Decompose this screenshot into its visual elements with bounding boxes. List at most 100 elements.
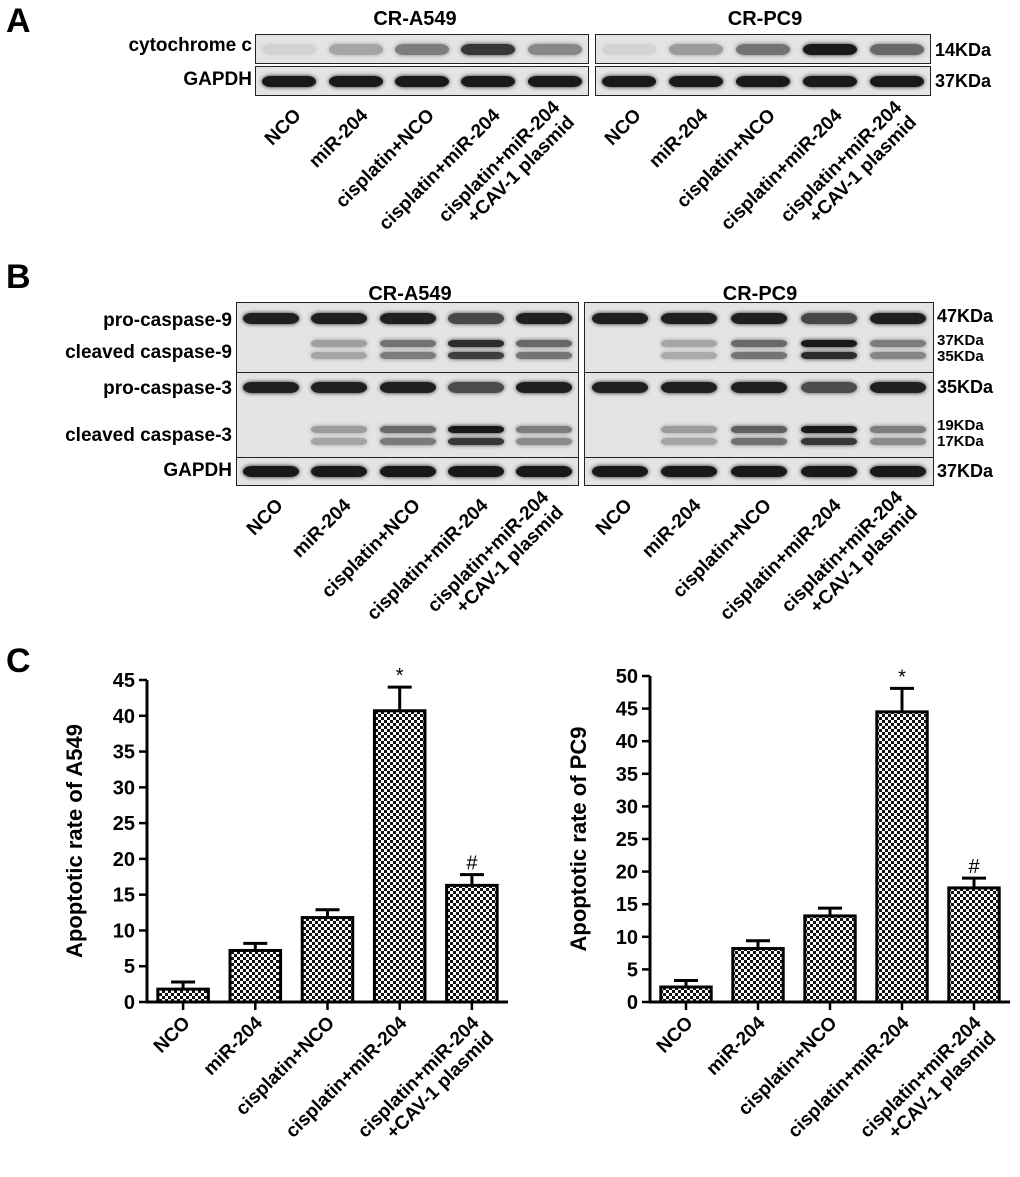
band-cleaved-caspase-9	[870, 351, 927, 359]
y-axis-title: Apoptotic rate of PC9	[566, 727, 591, 952]
significance-mark: #	[968, 856, 980, 878]
significance-mark: #	[466, 853, 478, 875]
band	[461, 43, 516, 55]
band-pro-caspase-9	[661, 312, 718, 324]
blot-a-gapdh-pc9	[595, 66, 931, 96]
band	[395, 43, 449, 55]
band-pro-caspase-3	[661, 381, 718, 393]
y-tick-label: 10	[113, 920, 135, 942]
panel-b-letter: B	[6, 258, 31, 296]
band-gapdh	[447, 465, 504, 477]
band-cleaved-caspase-3	[731, 437, 787, 445]
band-pro-caspase-3	[800, 381, 857, 393]
blot-a-cytochrome-c-pc9	[595, 34, 931, 64]
panel-b-row-label-gapdh: GAPDH	[163, 460, 232, 481]
panel-b-lane-label: NCO	[591, 494, 637, 540]
kda-b-cleaved-caspase-3-lower: 17KDa	[937, 433, 984, 450]
blot-b-gapdh-pc9	[584, 457, 934, 486]
band	[461, 75, 516, 87]
y-tick-label: 25	[113, 813, 135, 835]
band-pro-caspase-9	[447, 312, 504, 324]
chart-apoptotic-rate-pc9: 0 5 10 15 20 25 30 35 40 45 50 Apoptotic rate of PC…	[566, 666, 1010, 1143]
band-pro-caspase-3	[515, 381, 572, 393]
y-tick-label: 40	[113, 706, 135, 728]
band	[328, 43, 383, 55]
band	[262, 75, 317, 87]
band-pro-caspase-3	[447, 381, 504, 393]
blot-a-gapdh-a549	[255, 66, 589, 96]
kda-b-cleaved-caspase-9-lower: 35KDa	[937, 348, 984, 365]
y-tick-label: 35	[113, 742, 135, 764]
band-pro-caspase-9	[515, 312, 572, 324]
bar	[803, 914, 857, 1004]
y-tick-label: 35	[616, 764, 638, 786]
significance-mark: *	[898, 666, 906, 688]
bar	[372, 709, 427, 1004]
panel-b-lane-label: miR-204	[638, 494, 706, 562]
blot-b-gapdh-a549	[236, 457, 579, 486]
y-tick-label: 5	[124, 956, 135, 978]
kda-b-gapdh: 37KDa	[937, 461, 994, 481]
band-cleaved-caspase-9	[447, 351, 504, 359]
blot-b-caspase-3-pc9	[584, 372, 934, 458]
y-tick-label: 20	[113, 849, 135, 871]
panel-a-lane-label: miR-204	[304, 104, 372, 172]
y-tick-label: 40	[616, 731, 638, 753]
band	[527, 75, 582, 87]
band-cleaved-caspase-9	[870, 339, 927, 347]
band-cleaved-caspase-3	[870, 437, 927, 445]
panel-b-title-pc9: CR-PC9	[722, 283, 798, 305]
band-gapdh	[800, 465, 857, 477]
band-cleaved-caspase-9	[515, 351, 572, 359]
band-cleaved-caspase-3	[379, 437, 436, 445]
y-tick-label: 45	[616, 699, 638, 721]
band-pro-caspase-3	[311, 381, 368, 393]
band	[869, 75, 924, 87]
panel-b-title-a549: CR-A549	[368, 283, 452, 305]
band-cleaved-caspase-3	[515, 437, 572, 445]
panel-a-letter: A	[6, 2, 31, 40]
band-cleaved-caspase-3	[661, 437, 718, 445]
band-gapdh	[731, 465, 787, 477]
y-tick-label: 0	[627, 992, 638, 1014]
band-cleaved-caspase-9	[800, 339, 857, 347]
y-tick-label: 50	[616, 666, 638, 688]
band-cleaved-caspase-9	[800, 351, 857, 359]
band-cleaved-caspase-3	[661, 425, 718, 433]
band	[527, 43, 582, 55]
band-gapdh	[311, 465, 368, 477]
band-pro-caspase-9	[591, 312, 648, 324]
band-cleaved-caspase-3	[447, 425, 504, 433]
bar	[731, 947, 785, 1004]
y-tick-label: 45	[113, 670, 135, 692]
band-cleaved-caspase-9	[311, 339, 368, 347]
y-tick-label: 25	[616, 829, 638, 851]
y-tick-label: 30	[113, 777, 135, 799]
panel-a-row-label-cytochrome-c: cytochrome c	[128, 35, 252, 56]
band-cleaved-caspase-9	[661, 351, 718, 359]
panel-a-title-a549: CR-A549	[373, 8, 457, 30]
band-pro-caspase-3	[591, 381, 648, 393]
panel-a-lane-label: NCO	[261, 104, 306, 150]
band-pro-caspase-9	[731, 312, 787, 324]
band	[328, 75, 383, 87]
bar	[228, 948, 283, 1004]
band-gapdh	[379, 465, 436, 477]
chart-apoptotic-rate-a549: 0 5 10 15 20 25 30 35 40 45 Apoptotic rate of A549…	[62, 665, 508, 1143]
bar	[300, 916, 355, 1004]
band-pro-caspase-9	[311, 312, 368, 324]
band	[669, 75, 724, 87]
band-cleaved-caspase-3	[311, 425, 368, 433]
band	[736, 75, 790, 87]
band	[669, 43, 724, 55]
panel-c-letter: C	[6, 642, 31, 680]
panel-a-lane-label: NCO	[601, 104, 647, 150]
band-pro-caspase-3	[870, 381, 927, 393]
panel-a-title-pc9: CR-PC9	[727, 8, 803, 30]
band-cleaved-caspase-3	[311, 437, 368, 445]
kda-b-cleaved-caspase-9-upper: 37KDa	[937, 332, 984, 349]
band-cleaved-caspase-9	[447, 339, 504, 347]
kda-b-pro-caspase-9: 47KDa	[937, 306, 994, 326]
bar	[875, 710, 929, 1004]
bar	[659, 985, 713, 1004]
